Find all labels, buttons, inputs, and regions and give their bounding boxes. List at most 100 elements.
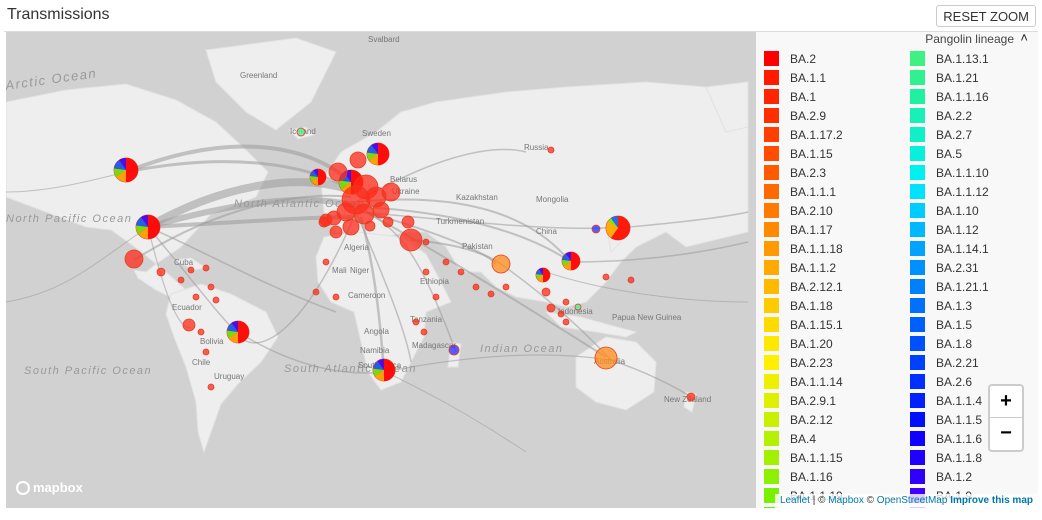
location-marker[interactable] [422,268,430,276]
mapbox-logo[interactable]: mapbox [16,480,83,495]
legend-item[interactable]: BA.1.13.1 [910,49,989,68]
location-marker[interactable] [124,249,144,269]
zoom-out-button[interactable]: − [1000,422,1012,444]
legend-item[interactable]: BA.1.1.4 [910,391,989,410]
legend-item[interactable]: BA.1.1.16 [910,87,989,106]
location-marker[interactable] [399,228,423,252]
legend-item[interactable]: BA.1.18 [764,296,843,315]
location-marker[interactable] [594,346,618,370]
legend-item[interactable]: BA.2.3 [764,163,843,182]
location-marker[interactable] [177,276,185,284]
location-marker[interactable] [329,225,343,239]
legend-item[interactable]: BA.1.1.8 [910,448,989,467]
legend-item[interactable]: BA.1.21 [910,68,989,87]
legend-item[interactable]: BA.2.6 [910,372,989,391]
location-marker[interactable] [364,220,376,232]
legend-item[interactable]: BA.1.3 [910,296,989,315]
legend-item[interactable]: BA.1.1.12 [910,182,989,201]
legend-item[interactable]: BA.1.1.2 [764,258,843,277]
location-marker[interactable] [422,238,430,246]
location-marker[interactable] [472,283,480,291]
location-marker[interactable] [432,293,440,301]
legend-item[interactable]: BA.1.10 [910,201,989,220]
location-marker[interactable] [574,303,582,311]
location-marker[interactable] [318,216,330,228]
location-marker[interactable] [602,273,610,281]
location-marker[interactable] [296,127,306,137]
location-marker[interactable] [342,218,360,236]
leaflet-link[interactable]: Leaflet [779,495,810,506]
location-marker[interactable] [182,318,196,332]
location-marker[interactable] [372,201,390,219]
location-marker[interactable] [207,383,215,391]
legend-item[interactable]: BA.1 [764,87,843,106]
location-marker[interactable] [382,216,394,228]
legend-item[interactable]: BA.1.17.2 [764,125,843,144]
location-marker[interactable] [207,283,215,291]
legend-item[interactable]: BA.1.15.1 [764,315,843,334]
location-marker[interactable] [448,344,460,356]
location-marker[interactable] [212,296,220,304]
legend-item[interactable]: BA.1.1.15 [764,448,843,467]
legend-item[interactable]: BA.1.1.5 [910,410,989,429]
location-marker[interactable] [202,264,210,272]
legend-item[interactable]: BA.1.1 [764,68,843,87]
legend-item[interactable]: BA.1.1.14 [764,372,843,391]
legend-item[interactable]: BA.2.9.1 [764,391,843,410]
location-marker[interactable] [322,258,330,266]
legend-item[interactable]: BA.1.1.18 [764,239,843,258]
legend-item[interactable]: BA.2.9 [764,106,843,125]
legend-item[interactable]: BA.1.15 [764,144,843,163]
mapbox-link[interactable]: Mapbox [828,495,864,506]
legend-item[interactable]: BA.2.7 [910,125,989,144]
location-marker[interactable] [202,348,210,356]
location-marker[interactable] [547,146,555,154]
location-marker[interactable] [312,288,320,296]
legend-item[interactable]: BA.2.12 [764,410,843,429]
location-marker[interactable] [591,224,601,234]
location-marker[interactable] [401,215,415,229]
improve-map-link[interactable]: Improve this map [950,495,1033,506]
location-marker[interactable] [332,293,340,301]
map-canvas[interactable]: Arctic Ocean North Atlantic Ocean South … [6,32,1038,508]
legend-item[interactable]: BA.1.21.1 [910,277,989,296]
location-marker[interactable] [562,318,570,326]
legend-item[interactable]: BA.1.8 [910,334,989,353]
reset-zoom-button[interactable]: RESET ZOOM [936,5,1036,27]
chevron-up-icon[interactable]: ˄ [1020,32,1028,45]
location-marker[interactable] [412,318,420,326]
legend-item[interactable]: BA.2.2 [910,106,989,125]
legend-item[interactable]: BA.1.5 [910,315,989,334]
legend-item[interactable]: BA.2.10 [764,201,843,220]
osm-link[interactable]: OpenStreetMap [876,495,948,506]
location-marker[interactable] [420,328,428,336]
legend-item[interactable]: BA.2.12.1 [764,277,843,296]
legend-item[interactable]: BA.1.1.10 [910,163,989,182]
location-marker[interactable] [686,392,696,402]
legend-item[interactable]: BA.1.14.1 [910,239,989,258]
legend-item[interactable]: BA.1.2 [910,467,989,486]
location-marker[interactable] [328,162,348,182]
location-marker[interactable] [562,298,570,306]
location-marker[interactable] [502,283,510,291]
location-marker[interactable] [541,287,551,297]
location-marker[interactable] [156,267,166,277]
transmission-map[interactable]: Arctic Ocean North Atlantic Ocean South … [6,32,1038,508]
legend-item[interactable]: BA.1.1.1 [764,182,843,201]
location-marker[interactable] [197,328,205,336]
location-marker[interactable] [457,268,465,276]
location-marker[interactable] [546,303,556,313]
legend-item[interactable]: BA.1.12 [910,220,989,239]
legend-item[interactable]: BA.1.17 [764,220,843,239]
zoom-in-button[interactable]: + [990,386,1022,418]
legend-item[interactable]: BA.1.20 [764,334,843,353]
location-marker[interactable] [349,151,367,169]
legend-item[interactable]: BA.2.31 [910,258,989,277]
legend-item[interactable]: BA.1.1.6 [910,429,989,448]
location-marker[interactable] [187,266,195,274]
legend-item[interactable]: BA.5 [910,144,989,163]
location-marker[interactable] [487,290,495,298]
location-marker[interactable] [442,258,450,266]
legend-item[interactable]: BA.4 [764,429,843,448]
location-marker[interactable] [627,276,635,284]
